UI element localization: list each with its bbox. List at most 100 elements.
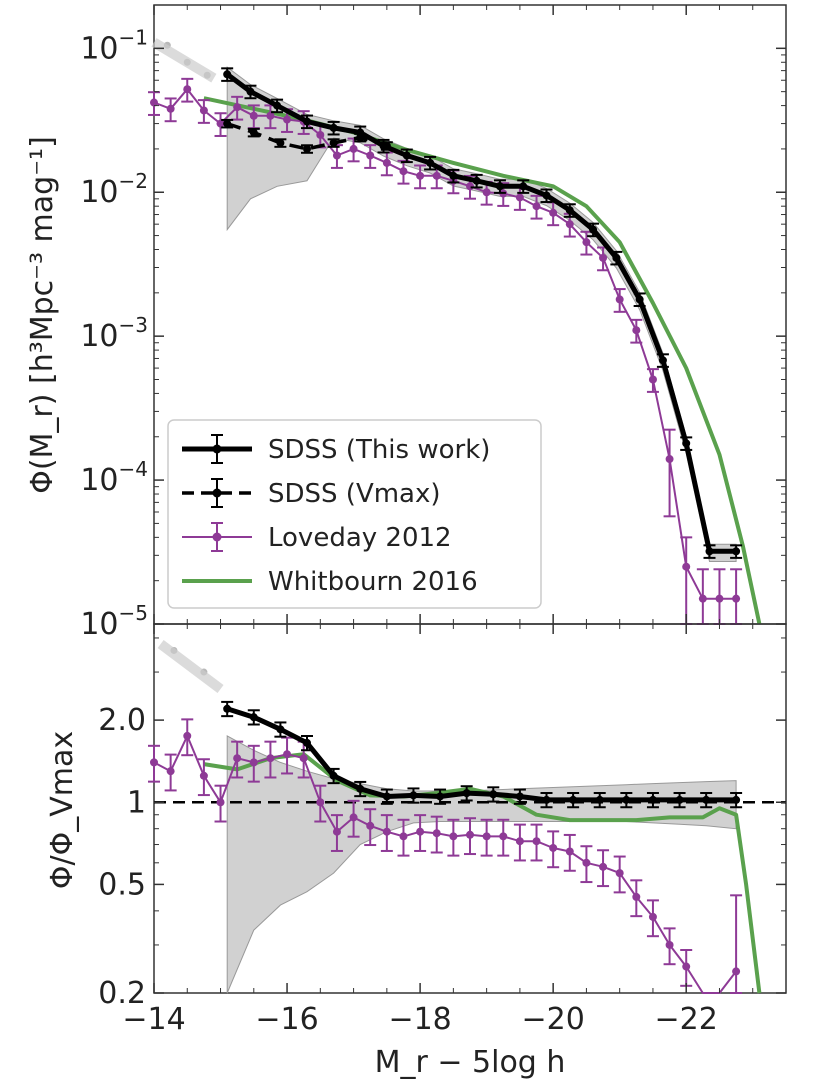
series-line: [225, 72, 737, 554]
legend-label: SDSS (This work): [268, 435, 490, 465]
data-point: [356, 784, 365, 793]
data-point: [436, 792, 445, 801]
data-point: [648, 795, 657, 804]
y-tick-label: 0.5: [98, 867, 146, 902]
data-point: [382, 158, 391, 167]
data-point: [356, 128, 365, 137]
data-point: [489, 790, 498, 799]
data-point: [233, 754, 242, 763]
bottom-y-tick-labels: 2.0 1 0.5 0.2: [98, 703, 146, 1011]
bottom-ticks: [153, 624, 786, 994]
data-point: [426, 158, 435, 167]
x-axis-label: M_r − 5log h: [375, 1045, 566, 1080]
bottom-grey-extension: [157, 640, 224, 694]
data-point: [675, 795, 684, 804]
data-point: [316, 798, 325, 807]
bottom-panel: 2.0 1 0.5 0.2 −14 −16 −18 −20 −22 Φ/Φ_Vmax M_r …: [45, 623, 787, 1080]
data-point: [648, 912, 657, 921]
legend-frame: [167, 419, 542, 609]
data-point: [249, 128, 258, 137]
data-point: [682, 439, 691, 448]
data-point: [249, 713, 258, 722]
data-point: [515, 837, 524, 846]
data-point: [532, 202, 541, 211]
data-point: [599, 862, 608, 871]
data-point: [402, 151, 411, 160]
data-point: [416, 171, 425, 180]
data-point: [499, 832, 508, 841]
data-point: [462, 789, 471, 798]
data-point: [283, 750, 292, 759]
data-point: [216, 798, 225, 807]
data-point: [283, 115, 292, 124]
data-point: [635, 295, 644, 304]
data-point: [416, 827, 425, 836]
x-tick-label: −18: [388, 1002, 451, 1037]
legend-label: SDSS (Vmax): [268, 479, 441, 509]
data-point: [432, 829, 441, 838]
data-point: [632, 326, 641, 335]
data-point: [515, 193, 524, 202]
data-point: [399, 167, 408, 176]
data-point: [303, 144, 312, 153]
x-tick-labels: −14 −16 −18 −20 −22: [122, 1002, 718, 1037]
bottom-ylabel: Φ/Φ_Vmax: [45, 731, 80, 889]
series-whitbourn-2016: [203, 752, 762, 994]
series-line: [203, 752, 762, 994]
x-tick-label: −22: [655, 1002, 718, 1037]
data-point: [622, 795, 631, 804]
data-point: [515, 792, 524, 801]
bottom-panel-frame: [153, 623, 787, 994]
data-point: [273, 101, 282, 110]
data-point: [519, 182, 528, 191]
data-point: [482, 832, 491, 841]
data-point: [682, 562, 691, 571]
y-tick-label: 10−3: [80, 313, 148, 354]
data-point: [495, 182, 504, 191]
data-point: [249, 758, 258, 767]
data-point: [549, 208, 558, 217]
data-point: [150, 98, 158, 107]
y-tick-label: 1: [127, 785, 146, 820]
data-point: [166, 767, 175, 776]
legend-label: Whitbourn 2016: [268, 567, 478, 597]
data-point: [266, 754, 275, 763]
top-ylabel: Φ(M_r) [h³Mpc⁻³ mag⁻¹]: [25, 136, 60, 494]
data-point: [582, 238, 591, 247]
data-point: [199, 771, 208, 780]
data-point: [382, 792, 391, 801]
series-sdss-this-work-: [221, 67, 743, 559]
data-point: [366, 151, 375, 160]
data-point: [432, 171, 441, 180]
data-point: [379, 141, 388, 150]
data-point: [223, 119, 232, 128]
data-point: [702, 795, 711, 804]
data-point: [199, 106, 208, 115]
legend: SDSS (This work) SDSS (Vmax) Loveday 2012 W…: [167, 419, 542, 609]
data-point: [612, 253, 621, 262]
data-point: [329, 771, 338, 780]
data-point: [482, 188, 491, 197]
data-point: [216, 119, 225, 128]
top-y-tick-labels: 10−1 10−2 10−3 10−4 10−5: [80, 25, 148, 642]
data-point: [569, 795, 578, 804]
data-point: [349, 144, 358, 153]
data-point: [233, 103, 242, 112]
data-point: [665, 940, 674, 949]
data-point: [249, 111, 258, 120]
series-sdss-this-work-: [221, 700, 743, 809]
data-point: [366, 821, 375, 830]
data-point: [532, 837, 541, 846]
bottom-series-layer: [148, 700, 762, 994]
y-tick-label: 2.0: [98, 703, 146, 738]
data-point: [615, 869, 624, 878]
data-point: [715, 594, 724, 603]
data-point: [449, 171, 458, 180]
legend-swatch-marker: [212, 444, 222, 454]
x-tick-label: −14: [122, 1002, 185, 1037]
data-point: [648, 375, 657, 384]
x-tick-label: −16: [255, 1002, 318, 1037]
data-point: [682, 962, 691, 971]
data-point: [549, 843, 558, 852]
